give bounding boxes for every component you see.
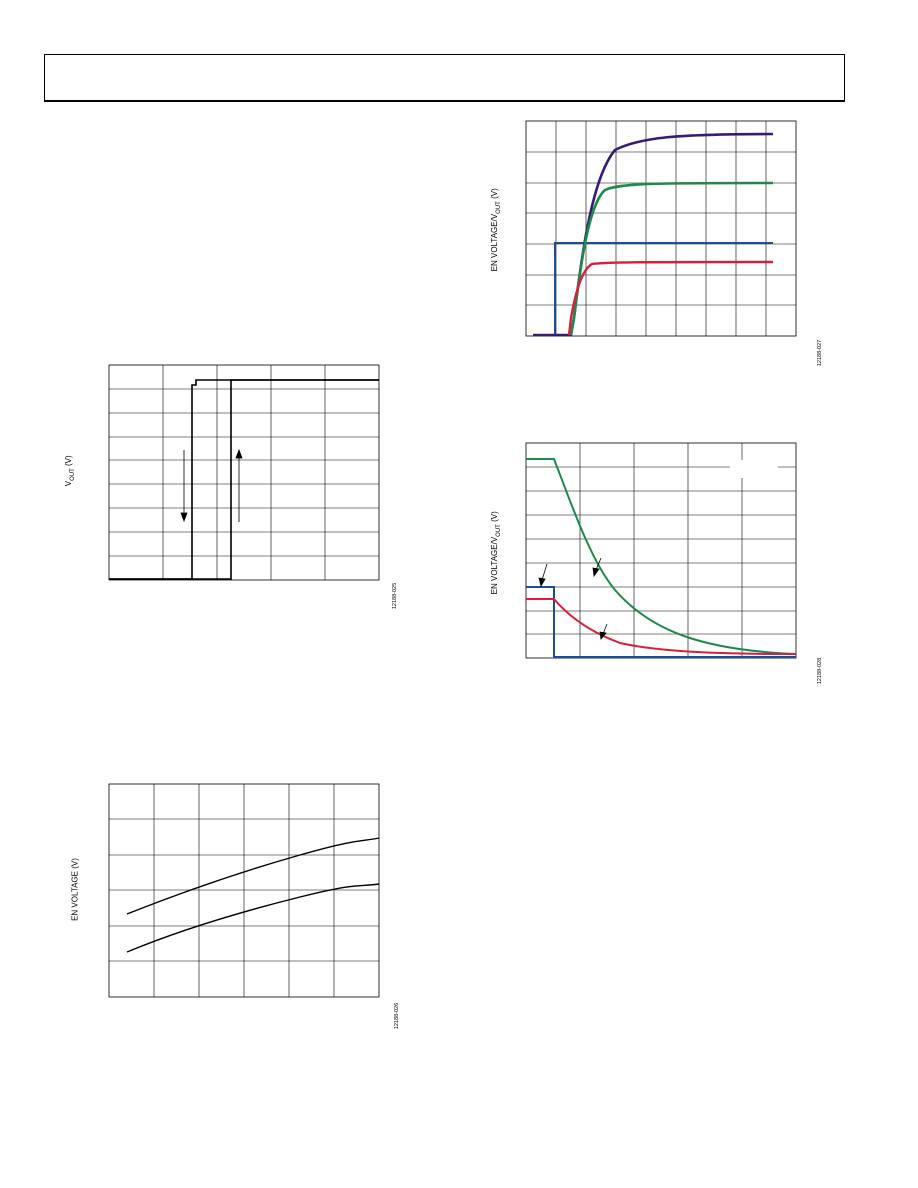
series-red xyxy=(526,598,797,655)
series-falling xyxy=(109,379,379,580)
series-rising xyxy=(109,379,379,580)
series-lower xyxy=(126,883,380,953)
figure-id: 12188-027 xyxy=(817,339,823,367)
y-axis-label: EN VOLTAGE (V) xyxy=(70,858,80,921)
figure-id: 12188-026 xyxy=(394,1002,400,1030)
arrow-up xyxy=(235,448,243,522)
series-en-blue xyxy=(533,242,773,336)
y-axis-label: EN VOLTAGE/VOUT (V) xyxy=(490,511,502,595)
series-green xyxy=(569,181,774,336)
series-green xyxy=(526,458,797,655)
legend-box xyxy=(730,460,778,478)
series-purple xyxy=(533,132,774,337)
annotation-arrows xyxy=(538,557,608,640)
y-axis-label: EN VOLTAGE/VOUT (V) xyxy=(490,188,502,272)
series-en-blue xyxy=(526,586,796,658)
figure-id: 12188-025 xyxy=(392,582,398,610)
y-axis-label: VOUT (V) xyxy=(64,455,76,487)
arrow-down xyxy=(180,450,188,523)
page-header-box xyxy=(44,54,845,102)
series-red xyxy=(567,260,774,336)
figure-id: 12188-028 xyxy=(817,657,823,685)
series-upper xyxy=(126,837,380,915)
